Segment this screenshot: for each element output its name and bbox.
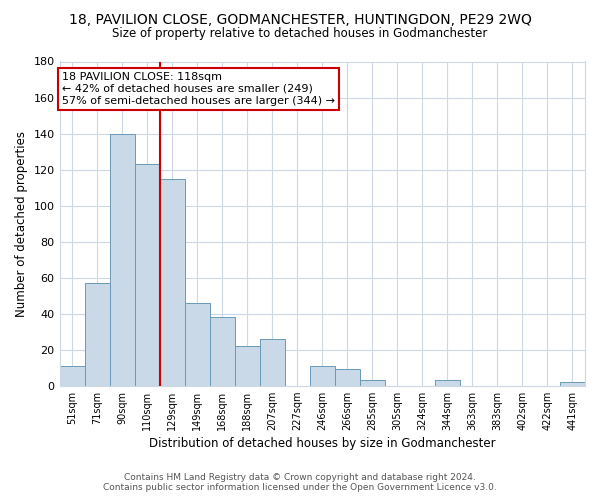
- Text: 18, PAVILION CLOSE, GODMANCHESTER, HUNTINGDON, PE29 2WQ: 18, PAVILION CLOSE, GODMANCHESTER, HUNTI…: [68, 12, 532, 26]
- Bar: [185, 303, 209, 386]
- Text: 18 PAVILION CLOSE: 118sqm
← 42% of detached houses are smaller (249)
57% of semi: 18 PAVILION CLOSE: 118sqm ← 42% of detac…: [62, 72, 335, 106]
- Text: Size of property relative to detached houses in Godmanchester: Size of property relative to detached ho…: [112, 28, 488, 40]
- Text: Contains HM Land Registry data © Crown copyright and database right 2024.
Contai: Contains HM Land Registry data © Crown c…: [103, 473, 497, 492]
- Bar: [435, 380, 460, 386]
- Y-axis label: Number of detached properties: Number of detached properties: [15, 130, 28, 316]
- Bar: [235, 346, 260, 386]
- Bar: [85, 283, 110, 386]
- Bar: [134, 164, 160, 386]
- Bar: [160, 178, 185, 386]
- Bar: [560, 382, 585, 386]
- X-axis label: Distribution of detached houses by size in Godmanchester: Distribution of detached houses by size …: [149, 437, 496, 450]
- Bar: [260, 339, 285, 386]
- Bar: [335, 370, 360, 386]
- Bar: [360, 380, 385, 386]
- Bar: [59, 366, 85, 386]
- Bar: [209, 318, 235, 386]
- Bar: [110, 134, 134, 386]
- Bar: [310, 366, 335, 386]
